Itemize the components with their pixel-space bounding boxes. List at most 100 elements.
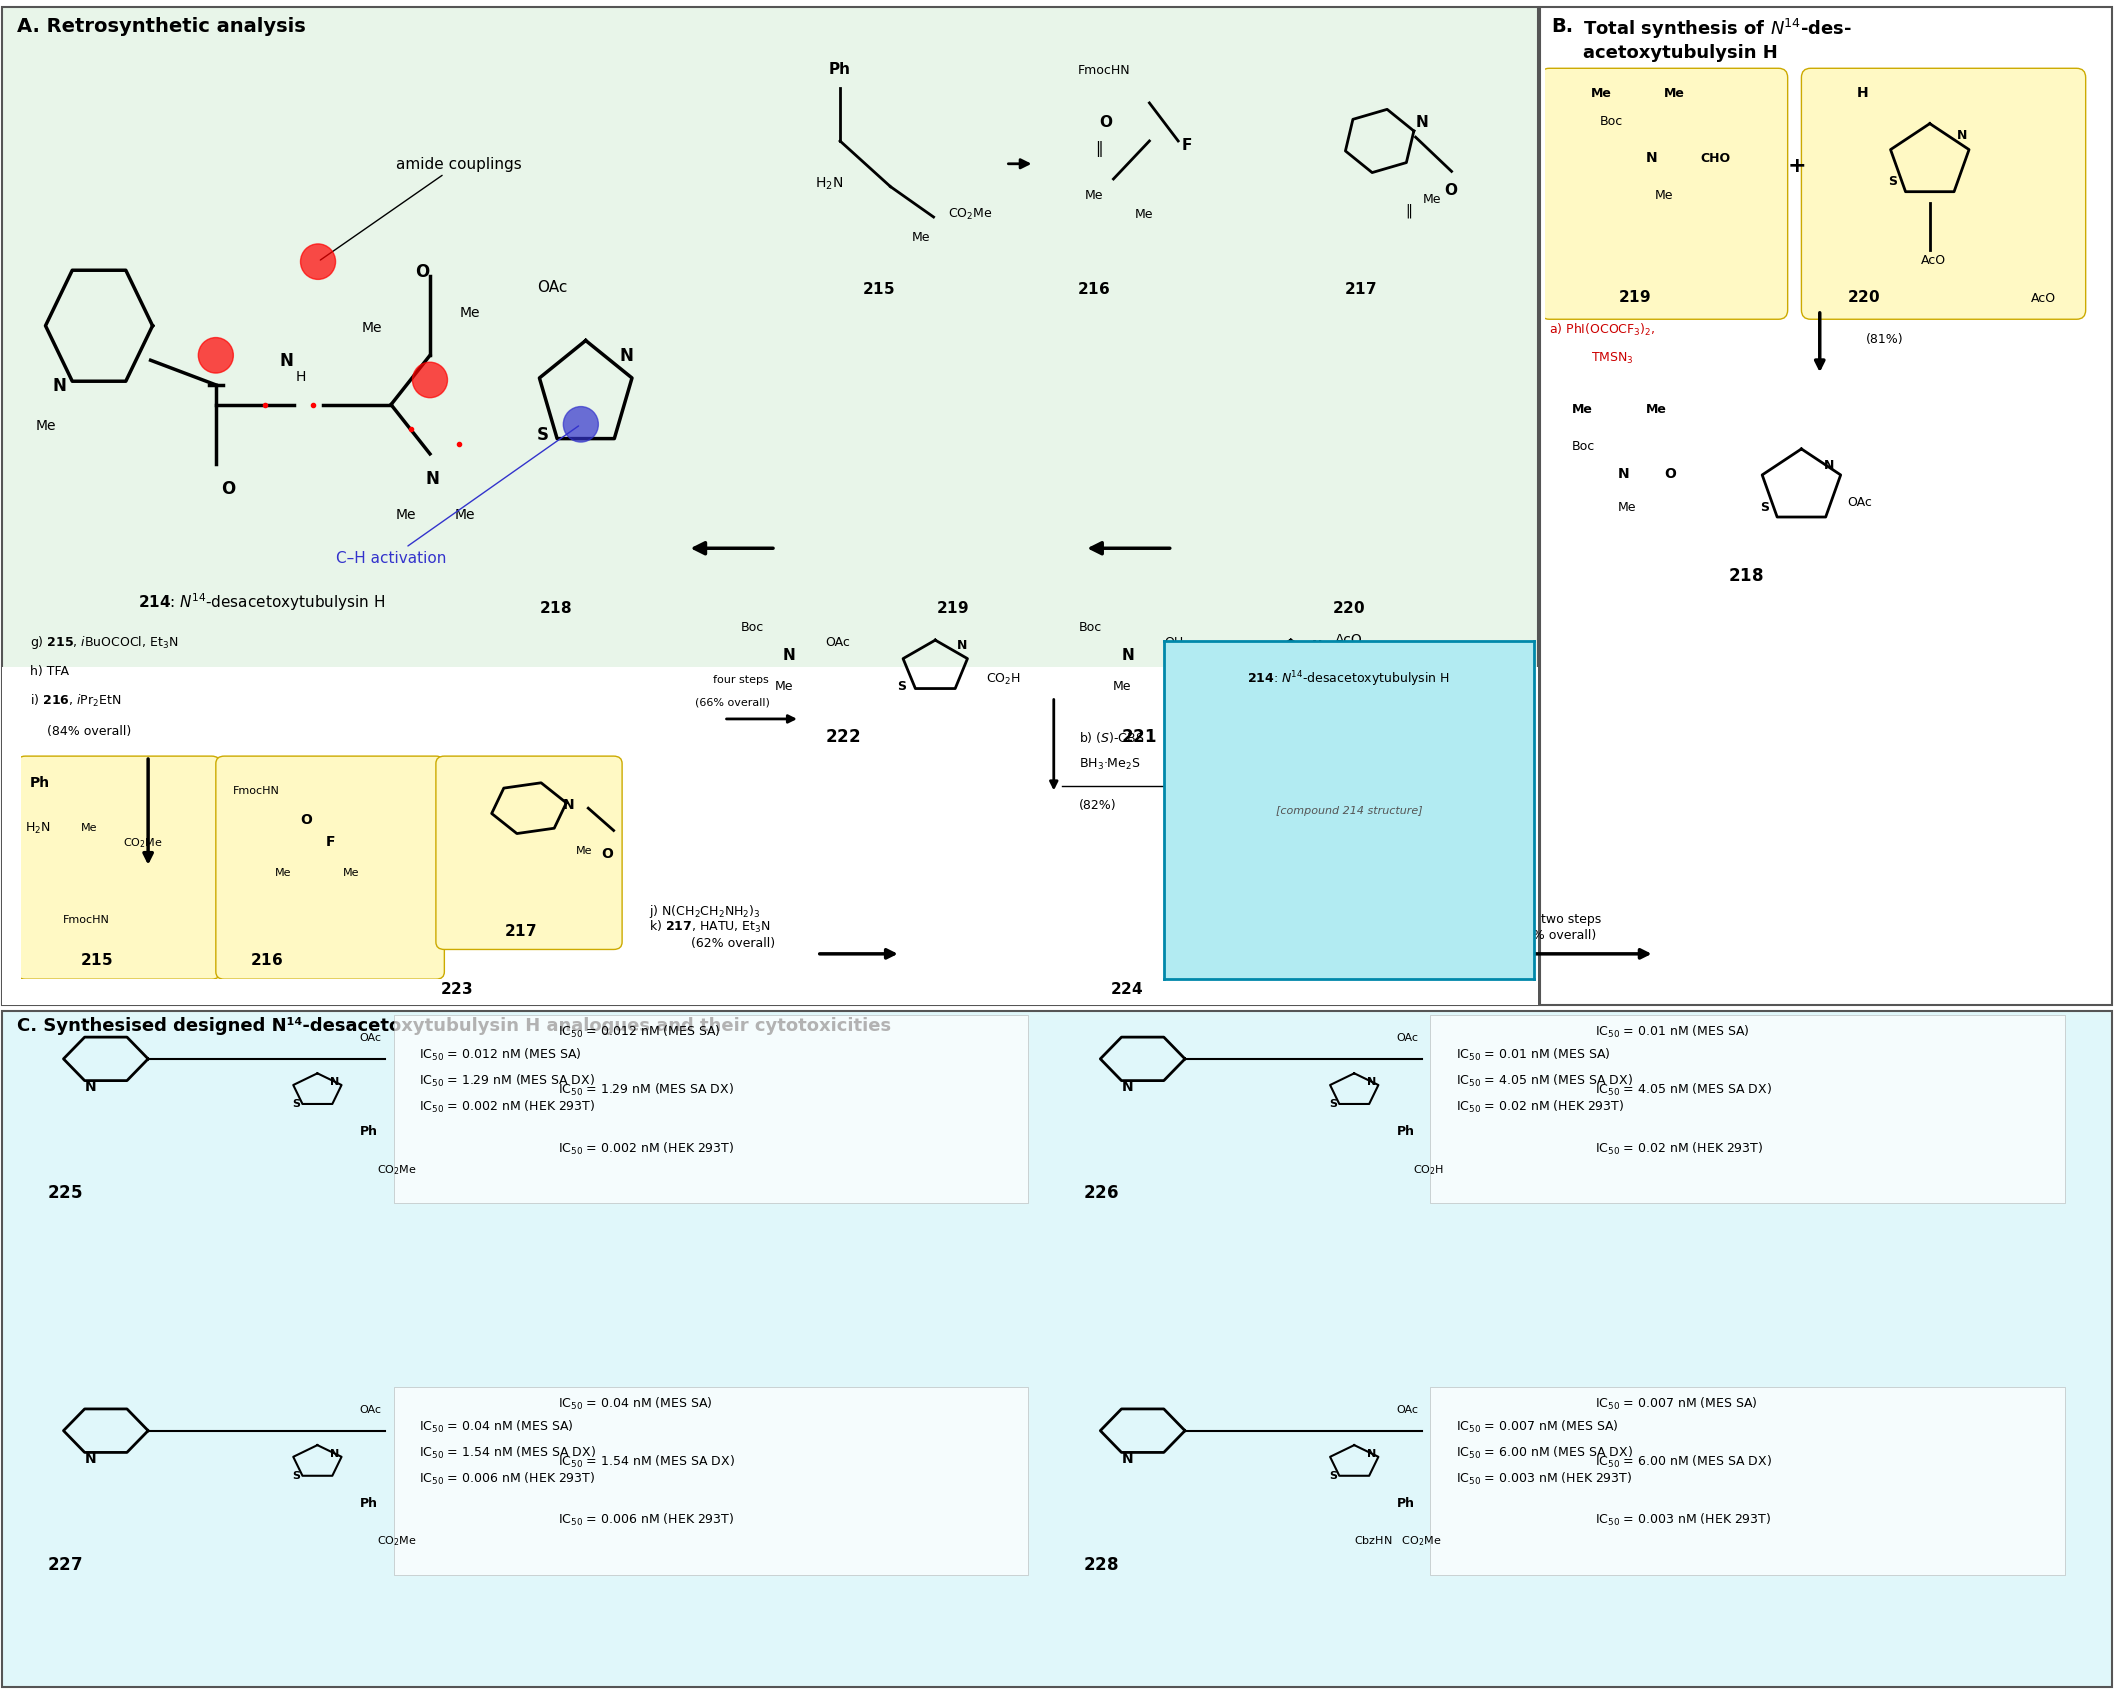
Text: i) $\mathbf{216}$, $i$Pr$_2$EtN: i) $\mathbf{216}$, $i$Pr$_2$EtN — [30, 692, 121, 709]
Text: S: S — [1329, 1098, 1337, 1108]
Text: S: S — [1761, 500, 1769, 513]
FancyBboxPatch shape — [2, 667, 1538, 1005]
Text: j) N(CH$_2$CH$_2$NH$_2$)$_3$: j) N(CH$_2$CH$_2$NH$_2$)$_3$ — [650, 904, 760, 921]
Text: N: N — [1957, 128, 1968, 142]
Text: OH: OH — [1164, 635, 1183, 649]
Text: N: N — [1416, 115, 1428, 130]
Text: Me: Me — [275, 868, 292, 878]
Text: $\mathbf{221}$: $\mathbf{221}$ — [1121, 728, 1157, 747]
Text: O: O — [601, 846, 614, 860]
Text: (56% overall): (56% overall) — [1511, 929, 1595, 941]
Text: N: N — [1646, 150, 1657, 166]
Text: Me: Me — [1086, 189, 1102, 203]
Text: $\mathbf{216}$: $\mathbf{216}$ — [250, 953, 284, 968]
Text: N: N — [330, 1076, 339, 1086]
Text: IC$_{50}$ = 6.00 nM (MES SA DX): IC$_{50}$ = 6.00 nM (MES SA DX) — [1595, 1453, 1771, 1469]
Text: Boc: Boc — [741, 620, 764, 633]
Text: k) $\mathbf{217}$, HATU, Et$_3$N: k) $\mathbf{217}$, HATU, Et$_3$N — [650, 919, 770, 934]
Text: N: N — [1367, 1447, 1375, 1458]
Text: $\mathbf{219}$: $\mathbf{219}$ — [935, 600, 969, 615]
Circle shape — [199, 338, 233, 373]
Text: $\mathbf{228}$: $\mathbf{228}$ — [1083, 1556, 1119, 1572]
Text: IC$_{50}$ = 0.012 nM (MES SA): IC$_{50}$ = 0.012 nM (MES SA) — [559, 1024, 722, 1039]
Text: four steps: four steps — [713, 674, 768, 684]
Text: OAc: OAc — [825, 635, 851, 649]
Text: F: F — [1181, 137, 1191, 152]
Text: $\mathbf{215}$: $\mathbf{215}$ — [80, 953, 112, 968]
Text: S: S — [1890, 176, 1898, 189]
FancyBboxPatch shape — [394, 1387, 1028, 1576]
Text: BH$_3$·Me$_2$S: BH$_3$·Me$_2$S — [1079, 757, 1141, 772]
Text: $\mathbf{226}$: $\mathbf{226}$ — [1083, 1184, 1119, 1201]
Text: $\mathbf{217}$: $\mathbf{217}$ — [504, 922, 535, 937]
FancyBboxPatch shape — [1430, 1015, 2065, 1204]
Text: ‖: ‖ — [1405, 203, 1411, 218]
Text: N: N — [53, 377, 66, 395]
Text: +: + — [1788, 155, 1807, 176]
Text: H: H — [1856, 86, 1868, 100]
Text: N: N — [563, 797, 573, 812]
Text: Ph: Ph — [360, 1125, 379, 1137]
Circle shape — [413, 363, 446, 399]
Text: $\mathbf{219}$: $\mathbf{219}$ — [1619, 289, 1650, 304]
Text: Me: Me — [774, 679, 794, 692]
Text: Me: Me — [1422, 193, 1441, 206]
Text: IC$_{50}$ = 0.007 nM (MES SA)
IC$_{50}$ = 6.00 nM (MES SA DX)
IC$_{50}$ = 0.003 : IC$_{50}$ = 0.007 nM (MES SA) IC$_{50}$ … — [1456, 1419, 1634, 1486]
Text: O: O — [1445, 182, 1458, 198]
Text: Me: Me — [1646, 404, 1667, 415]
Text: $\mathbf{217}$: $\mathbf{217}$ — [1344, 280, 1375, 297]
Text: Me: Me — [1619, 500, 1636, 513]
Text: Me: Me — [1572, 404, 1593, 415]
Text: N: N — [1824, 459, 1835, 471]
Text: S: S — [897, 679, 906, 692]
Text: OAc: OAc — [1206, 650, 1232, 664]
Text: O: O — [300, 812, 313, 826]
Text: ‖: ‖ — [1096, 142, 1102, 157]
Circle shape — [563, 407, 599, 443]
Text: H$_2$N: H$_2$N — [25, 819, 51, 834]
Text: Me: Me — [1134, 208, 1153, 221]
Text: O: O — [415, 263, 430, 282]
Text: a) PhI(OCOCF$_3$)$_2$,: a) PhI(OCOCF$_3$)$_2$, — [1549, 323, 1657, 338]
Text: Me: Me — [80, 823, 97, 833]
Text: $\mathbf{220}$: $\mathbf{220}$ — [1847, 289, 1881, 304]
Text: $\mathbf{225}$: $\mathbf{225}$ — [47, 1184, 83, 1201]
Text: O: O — [220, 480, 235, 498]
Text: S: S — [1253, 679, 1261, 692]
FancyBboxPatch shape — [2, 1012, 2112, 1687]
Text: O: O — [1098, 115, 1113, 130]
Text: OAc: OAc — [537, 280, 567, 296]
Text: IC$_{50}$ = 4.05 nM (MES SA DX): IC$_{50}$ = 4.05 nM (MES SA DX) — [1595, 1081, 1771, 1098]
Text: two steps: two steps — [1540, 912, 1602, 926]
Text: Ph: Ph — [1397, 1125, 1416, 1137]
Text: S: S — [537, 426, 548, 444]
Text: O: O — [1663, 466, 1676, 481]
Text: CO$_2$H: CO$_2$H — [986, 671, 1020, 686]
Text: IC$_{50}$ = 0.006 nM (HEK 293T): IC$_{50}$ = 0.006 nM (HEK 293T) — [559, 1512, 734, 1527]
Text: N: N — [1367, 1076, 1375, 1086]
Text: H$_2$N: H$_2$N — [815, 176, 842, 193]
Text: IC$_{50}$ = 1.29 nM (MES SA DX): IC$_{50}$ = 1.29 nM (MES SA DX) — [559, 1081, 734, 1098]
Text: $\mathbf{216}$: $\mathbf{216}$ — [1077, 280, 1111, 297]
Text: N: N — [85, 1079, 95, 1093]
Text: N: N — [85, 1451, 95, 1464]
Text: Ph: Ph — [30, 775, 51, 789]
Text: (66% overall): (66% overall) — [694, 696, 770, 706]
Text: IC$_{50}$ = 0.002 nM (HEK 293T): IC$_{50}$ = 0.002 nM (HEK 293T) — [559, 1140, 734, 1155]
Text: $\mathbf{223}$: $\mathbf{223}$ — [440, 981, 472, 997]
Text: N: N — [1121, 1451, 1132, 1464]
FancyBboxPatch shape — [1540, 8, 2112, 1005]
Text: (84% overall): (84% overall) — [47, 725, 131, 738]
Text: Me: Me — [459, 306, 480, 319]
Text: Me: Me — [36, 419, 57, 432]
Text: F: F — [326, 834, 334, 850]
Text: OAc: OAc — [1847, 497, 1873, 508]
Text: IC$_{50}$ = 0.003 nM (HEK 293T): IC$_{50}$ = 0.003 nM (HEK 293T) — [1595, 1512, 1771, 1527]
Text: N: N — [956, 638, 967, 652]
Text: N: N — [1312, 638, 1322, 652]
Text: [compound 214 structure]: [compound 214 structure] — [1276, 806, 1422, 816]
Text: C–H activation: C–H activation — [336, 427, 578, 566]
Text: CO$_2$Me: CO$_2$Me — [948, 206, 992, 221]
Text: Me: Me — [455, 508, 474, 522]
Text: (82%): (82%) — [1079, 799, 1117, 812]
